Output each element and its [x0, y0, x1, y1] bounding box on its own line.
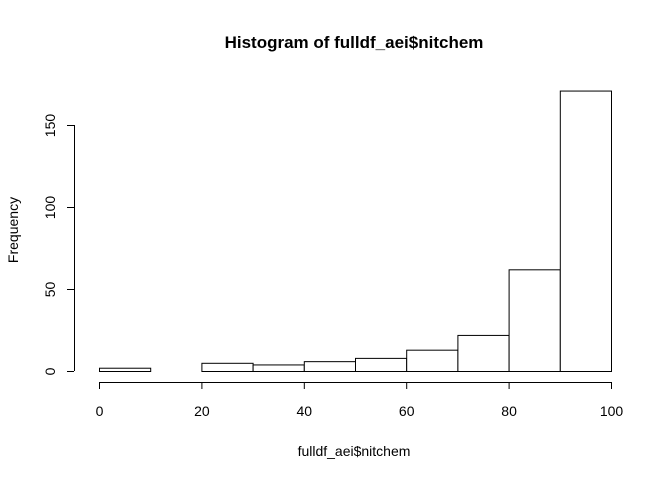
- x-tick-label: 40: [297, 403, 313, 419]
- x-tick-label: 80: [501, 403, 517, 419]
- y-tick-label: 50: [42, 282, 58, 298]
- chart-title: Histogram of fulldf_aei$nitchem: [225, 33, 484, 52]
- histogram-bar: [355, 357, 408, 373]
- histogram-bar: [559, 90, 612, 372]
- x-axis: 0 20 40 60 80 100: [96, 382, 624, 419]
- y-tick-label: 0: [42, 367, 58, 375]
- histogram-bar: [99, 367, 152, 373]
- x-tick-label: 60: [399, 403, 415, 419]
- y-tick-label: 150: [42, 114, 58, 138]
- x-tick-label: 0: [96, 403, 104, 419]
- histogram-bars: [99, 90, 612, 373]
- y-axis: 0 50 100 150: [42, 114, 75, 375]
- histogram-bar: [303, 361, 356, 373]
- histogram-bar: [201, 362, 254, 372]
- x-tick-label: 20: [194, 403, 210, 419]
- y-axis-label: Frequency: [5, 197, 21, 263]
- histogram-bar: [252, 364, 305, 373]
- histogram-bar: [508, 269, 561, 373]
- histogram-bar: [406, 349, 459, 372]
- x-tick-label: 100: [600, 403, 624, 419]
- histogram-bar: [457, 334, 510, 373]
- y-tick-label: 100: [42, 196, 58, 220]
- x-axis-label: fulldf_aei$nitchem: [298, 443, 411, 459]
